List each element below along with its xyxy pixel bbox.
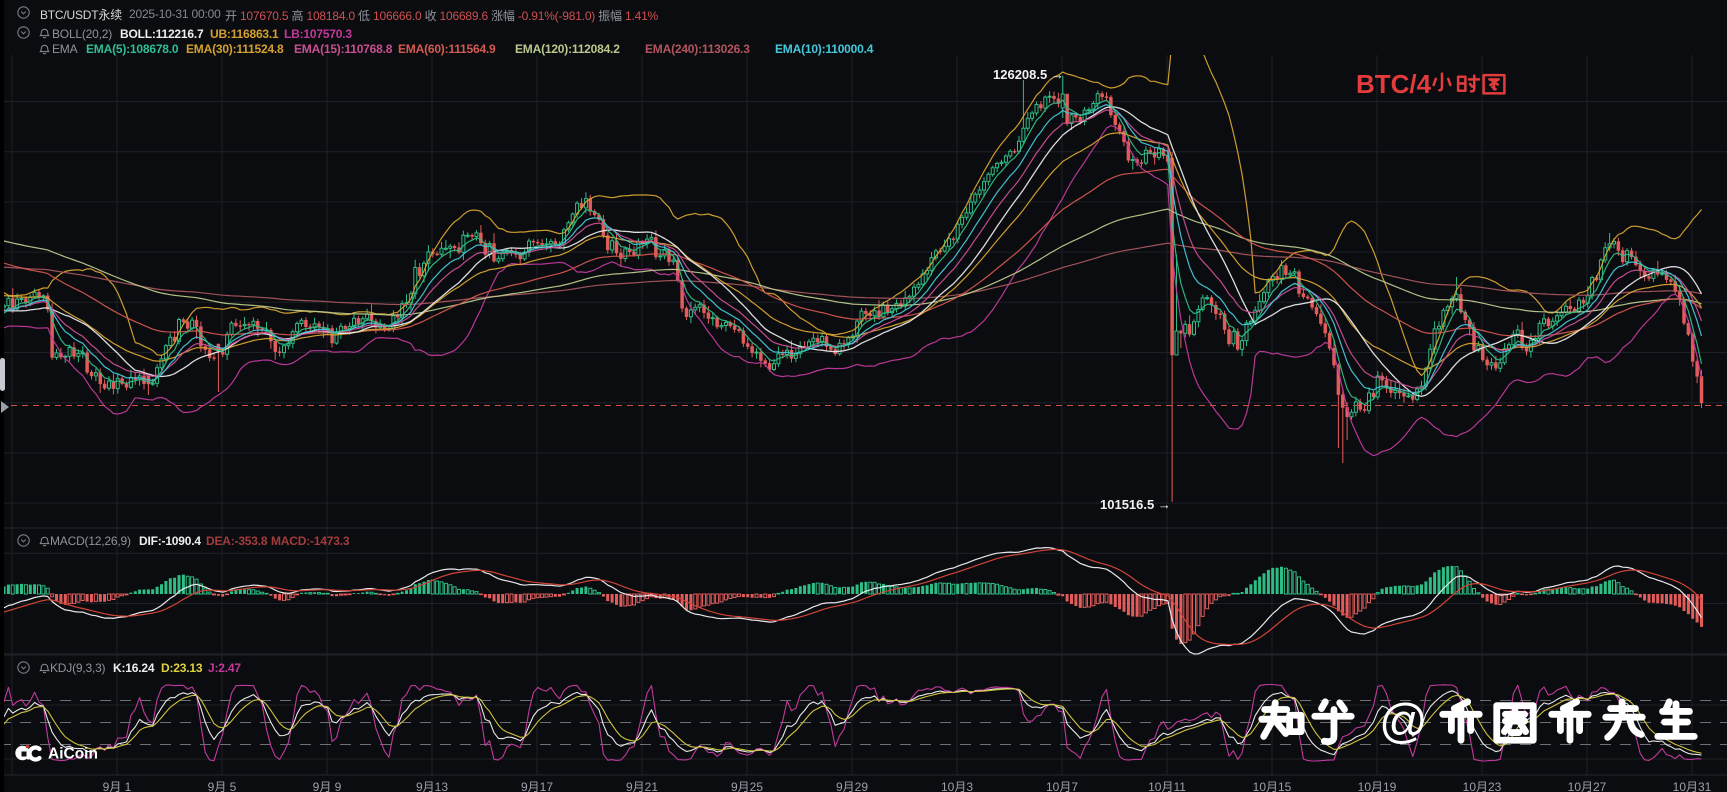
svg-text:AiCoin: AiCoin <box>48 746 98 763</box>
svg-text:@: @ <box>1379 695 1428 748</box>
